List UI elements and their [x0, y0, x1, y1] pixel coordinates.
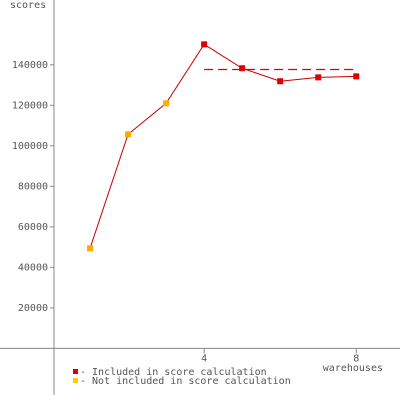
legend-label: - Not included in score calculation	[80, 376, 291, 387]
y-tick-label: 100000	[12, 141, 48, 152]
x-tick-label: 8	[353, 353, 359, 364]
y-tick-label: 60000	[18, 222, 48, 233]
point	[201, 41, 208, 48]
legend-swatch	[73, 378, 78, 383]
legend-label: - Included in score calculation	[80, 367, 267, 378]
x-tick-label: 4	[201, 353, 207, 364]
y-tick-label: 80000	[18, 181, 48, 192]
point	[277, 78, 284, 85]
point	[125, 131, 132, 138]
y-axis-label: scores	[10, 0, 46, 11]
point	[239, 65, 246, 72]
series-line	[89, 43, 357, 249]
y-tick-label: 20000	[18, 303, 48, 314]
point	[353, 73, 360, 80]
point	[87, 245, 94, 252]
point	[163, 100, 170, 107]
legend-swatch	[73, 369, 78, 374]
y-tick-label: 40000	[18, 262, 48, 273]
point	[315, 74, 322, 81]
y-tick-label: 120000	[12, 100, 48, 111]
x-axis-label: warehouses	[323, 363, 383, 374]
y-tick-label: 140000	[12, 60, 48, 71]
